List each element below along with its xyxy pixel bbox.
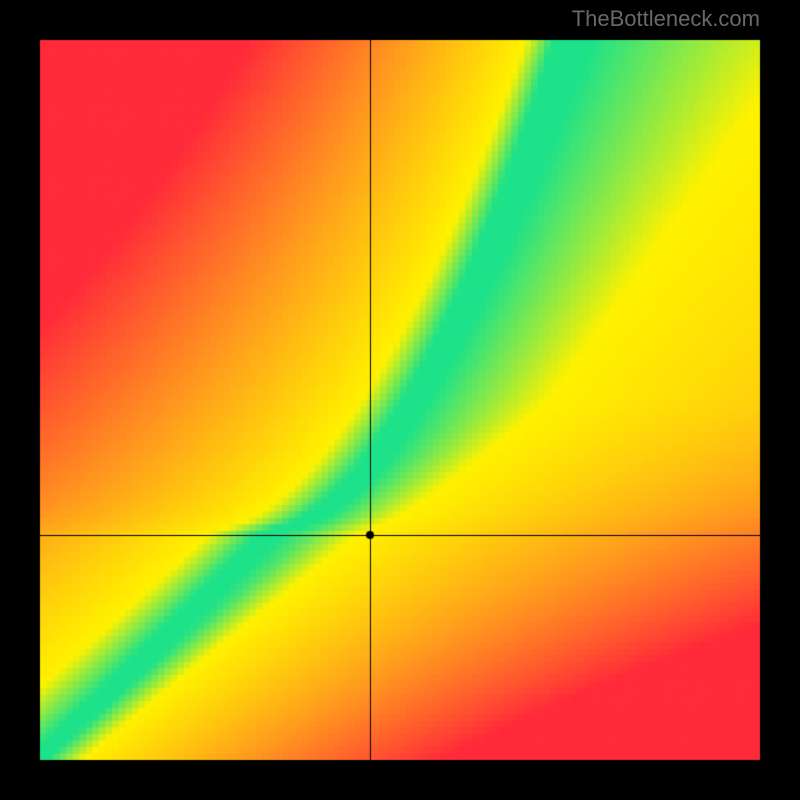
chart-container: TheBottleneck.com	[0, 0, 800, 800]
heatmap-canvas	[0, 0, 800, 800]
watermark-text: TheBottleneck.com	[572, 6, 760, 32]
